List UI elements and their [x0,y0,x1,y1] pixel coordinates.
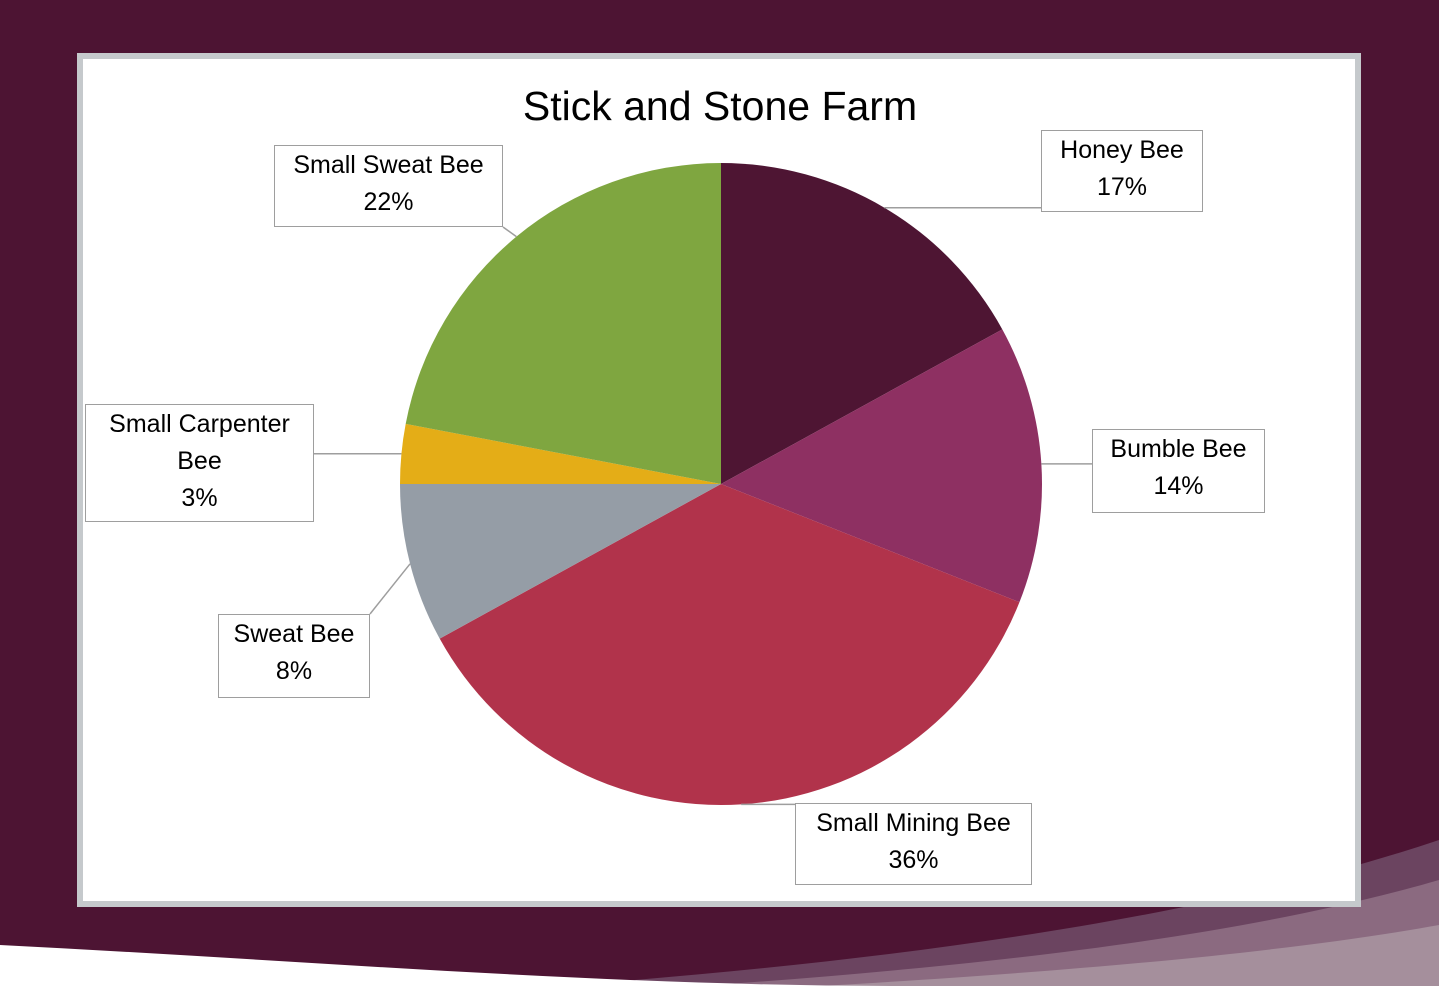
data-label-sweat-bee: Sweat Bee 8% [218,614,370,698]
data-label-small-carpenter-bee: Small Carpenter Bee 3% [85,404,314,522]
data-label-small-sweat-bee: Small Sweat Bee 22% [274,145,503,227]
pie-slices [400,163,1042,805]
data-label-honey-bee: Honey Bee 17% [1041,130,1203,212]
leader-line-small-sweat-bee [502,226,517,238]
chart-title: Stick and Stone Farm [522,83,918,129]
data-label-small-mining-bee: Small Mining Bee 36% [795,803,1032,885]
pie-slice-honey-bee [721,163,1003,484]
pie-slice-sweat-bee [400,484,721,639]
leader-line-sweat-bee [369,563,411,615]
pie-slice-small-mining-bee [439,484,1020,805]
pie-slice-small-carpenter-bee [400,423,721,484]
pie-slice-small-sweat-bee [405,163,721,484]
pie-slice-bumble-bee [721,329,1042,603]
leader-lines [314,206,1092,806]
swoosh-band-1 [820,925,1439,986]
data-label-bumble-bee: Bumble Bee 14% [1092,429,1265,513]
slide-white-curve [0,945,900,986]
